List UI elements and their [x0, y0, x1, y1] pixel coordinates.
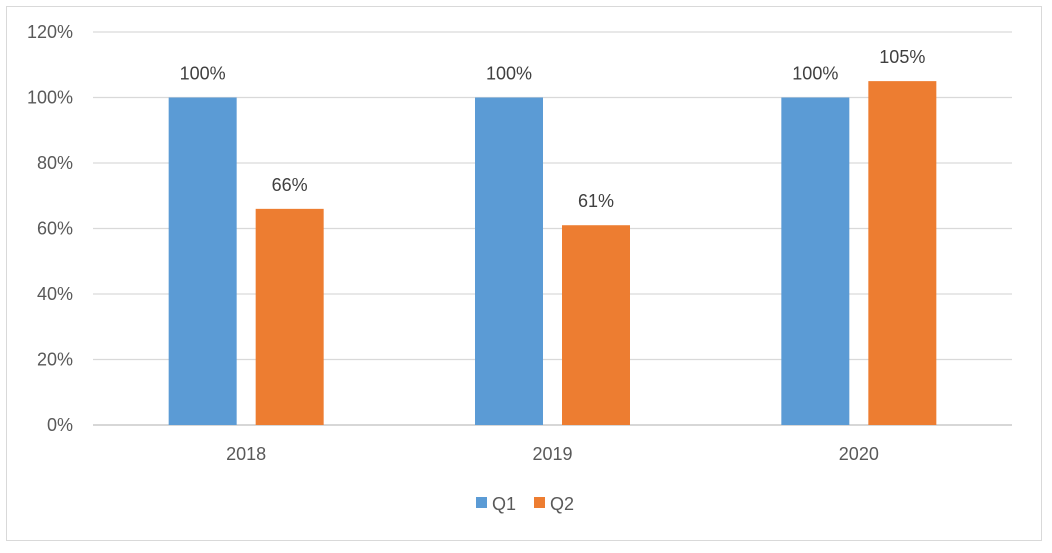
data-labels: 100% 66% 100% 61% 100% 105% [180, 47, 926, 211]
y-tick-label: 80% [37, 153, 73, 173]
y-axis: 0% 20% 40% 60% 80% 100% 120% [27, 22, 73, 435]
y-tick-label: 40% [37, 284, 73, 304]
legend-swatch-q2 [534, 497, 545, 508]
data-label: 100% [180, 64, 226, 84]
legend-swatch-q1 [476, 497, 487, 508]
data-label: 105% [879, 47, 925, 67]
bar-q1-2019 [475, 97, 543, 425]
legend-label-q1: Q1 [492, 494, 516, 514]
x-tick-label: 2019 [532, 444, 572, 464]
bar-q2-2019 [562, 225, 630, 425]
legend-label-q2: Q2 [550, 494, 574, 514]
x-axis: 2018 2019 2020 [226, 444, 879, 464]
bar-q2-2018 [255, 208, 324, 425]
bar-q2-2020 [868, 81, 937, 425]
data-label: 100% [486, 64, 532, 84]
y-tick-label: 0% [47, 415, 73, 435]
data-label: 61% [578, 191, 614, 211]
data-label: 66% [272, 175, 308, 195]
y-tick-label: 20% [37, 350, 73, 370]
bar-q1-2018 [168, 97, 237, 425]
gridlines [93, 31, 1012, 426]
y-tick-label: 100% [27, 88, 73, 108]
y-tick-label: 60% [37, 219, 73, 239]
x-tick-label: 2018 [226, 444, 266, 464]
x-tick-label: 2020 [839, 444, 879, 464]
y-tick-label: 120% [27, 22, 73, 42]
legend: Q1 Q2 [476, 494, 574, 514]
bar-q1-2020 [781, 97, 850, 425]
data-label: 100% [792, 64, 838, 84]
bars [168, 81, 937, 425]
